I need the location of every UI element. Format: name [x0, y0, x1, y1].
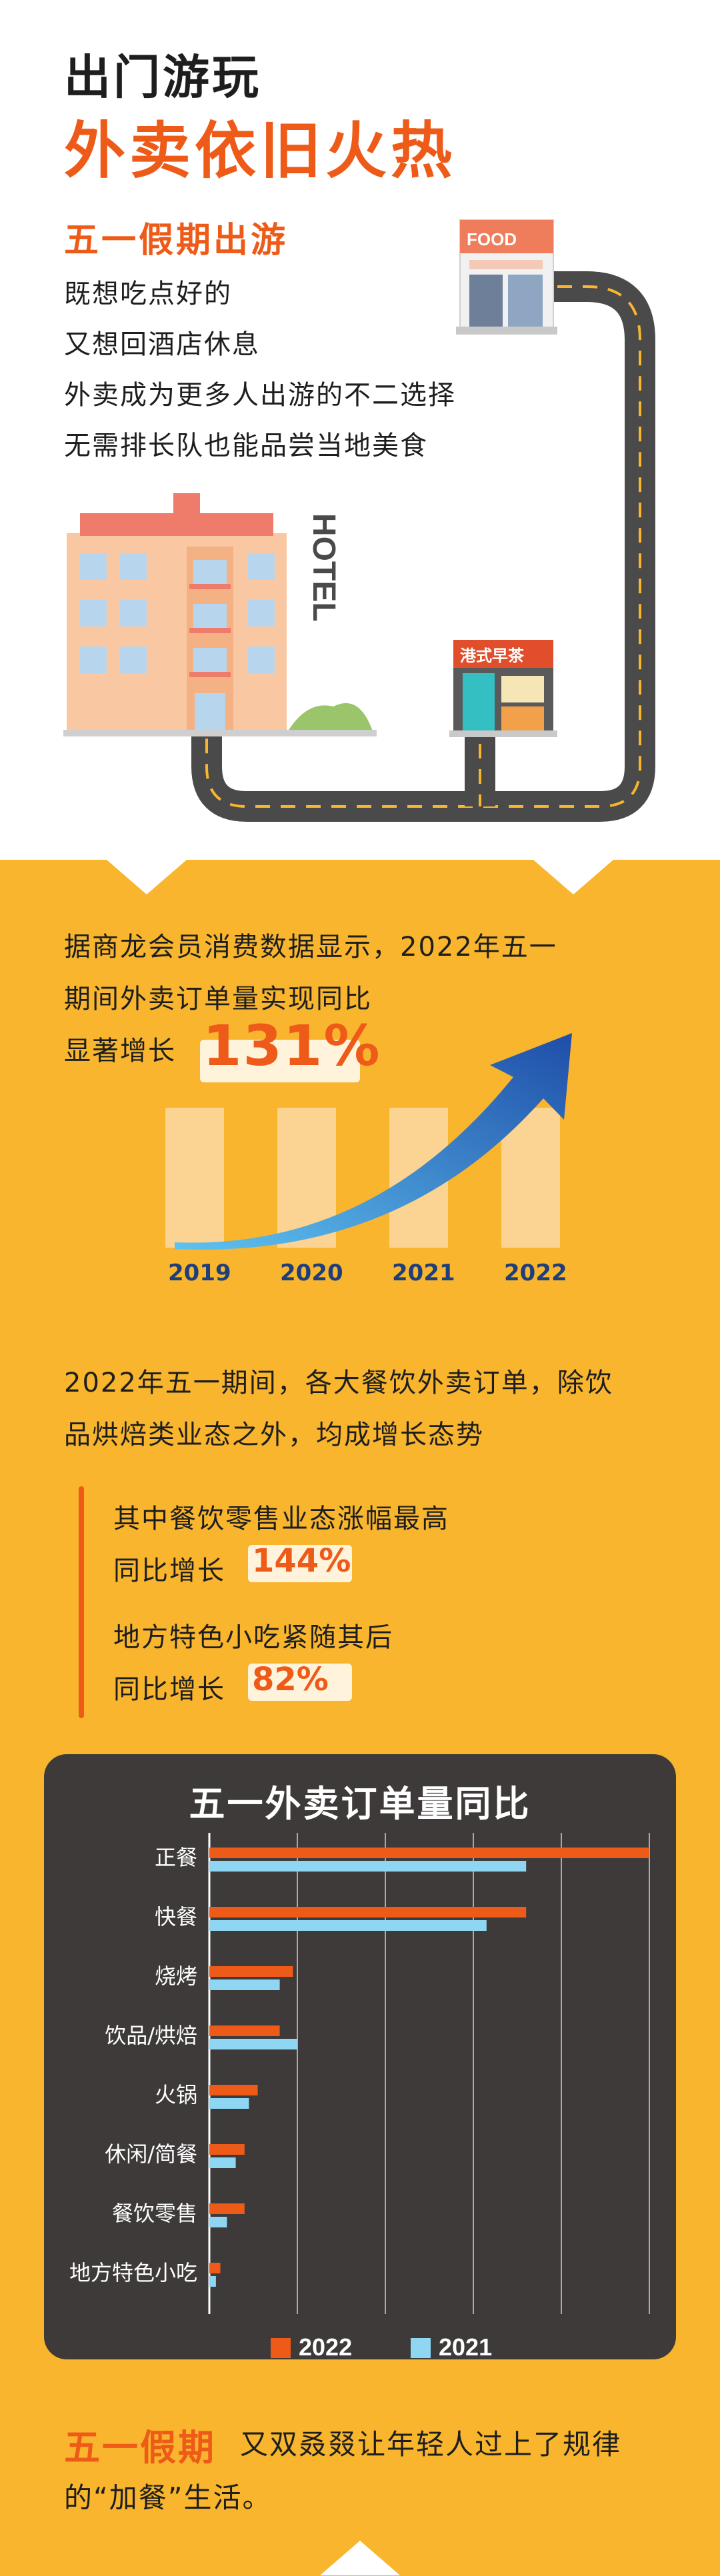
legend-swatch-2022	[271, 2338, 291, 2358]
point1-value: 144%	[252, 1542, 351, 1580]
white-notch-right	[533, 860, 613, 894]
point1-line-1: 其中餐饮零售业态涨幅最高	[113, 1504, 449, 1534]
growth-line-3: 显著增长	[64, 1036, 176, 1066]
intro-section: 出门游玩 外卖依旧火热 五一假期出游 既想吃点好的 又想回酒店休息 外卖成为更多…	[0, 0, 720, 860]
point2-highlight-bg	[248, 1664, 352, 1701]
order-chart-panel: 五一外卖订单量同比 正餐快餐烧烤饮品/烘焙火锅休闲/简餐餐饮零售地方特色小吃 20…	[44, 1754, 676, 2359]
bar-2021	[209, 2217, 227, 2227]
point1-highlight-bg	[248, 1545, 352, 1582]
bar-2021	[209, 2098, 249, 2109]
point2-value: 82%	[252, 1661, 329, 1698]
intro-line-2: 又想回酒店休息	[64, 329, 260, 360]
bar-2021	[209, 1920, 487, 1931]
category-label: 火锅	[155, 2082, 197, 2107]
category-label: 正餐	[155, 1845, 197, 1870]
year-label-2022: 2022	[504, 1260, 567, 1286]
closing-highlight: 五一假期	[64, 2427, 216, 2469]
chart-title: 五一外卖订单量同比	[189, 1783, 531, 1825]
hotel-sign: HOTEL	[306, 513, 341, 622]
intro-line-3: 外卖成为更多人出游的不二选择	[64, 380, 456, 411]
food-sign: FOOD	[467, 229, 517, 249]
closing-line-1: 又双叒叕让年轻人过上了规律	[240, 2428, 622, 2461]
bar-2022	[209, 1907, 527, 1918]
page-title: 出门游玩	[64, 50, 261, 105]
legend-label-2022: 2022	[299, 2333, 352, 2359]
page-headline: 外卖依旧火热	[64, 115, 457, 187]
white-notch-left	[107, 860, 187, 894]
bar-2022	[209, 2025, 280, 2036]
legend-label-2021: 2021	[439, 2333, 492, 2359]
growth-arrow-icon	[175, 1033, 572, 1250]
bar-2022	[209, 2263, 221, 2273]
growth-chart	[165, 1033, 572, 1250]
bar-2021	[209, 2157, 236, 2168]
bar-2022	[209, 2144, 245, 2155]
year-label-2019: 2019	[168, 1260, 231, 1286]
summary-line-2: 品烘焙类业态之外，均成增长态势	[64, 1420, 484, 1450]
bar-2021	[209, 2039, 297, 2049]
bar-2021	[209, 1861, 527, 1872]
year-label-2021: 2021	[392, 1260, 455, 1286]
bar-2021	[209, 1979, 280, 1990]
bar-2021	[209, 2276, 216, 2287]
year-column-2019	[165, 1108, 224, 1248]
category-label: 休闲/简餐	[105, 2141, 197, 2167]
intro-line-4: 无需排长队也能品尝当地美食	[64, 431, 428, 461]
category-label: 烧烤	[155, 1963, 197, 1989]
point2-line-2: 同比增长	[113, 1674, 225, 1705]
food-shop-icon	[456, 219, 557, 335]
point2-line-1: 地方特色小吃紧随其后	[113, 1622, 393, 1653]
intro-line-1: 既想吃点好的	[64, 279, 232, 309]
category-label: 饮品/烘焙	[105, 2023, 197, 2048]
growth-line-1: 据商龙会员消费数据显示，2022年五一	[64, 932, 557, 962]
bar-2022	[209, 2203, 245, 2214]
bottom-notch	[320, 2541, 400, 2575]
category-label: 快餐	[155, 1904, 197, 1930]
point1-line-2: 同比增长	[113, 1556, 225, 1586]
section-subtitle: 五一假期出游	[64, 221, 289, 261]
point-accent-bar	[79, 1486, 84, 1718]
growth-line-2: 期间外卖订单量实现同比	[64, 984, 372, 1014]
teahouse-shop-icon	[449, 640, 557, 737]
growth-highlight-bg	[200, 1040, 360, 1082]
bar-2022	[209, 2085, 258, 2095]
year-label-2020: 2020	[280, 1260, 343, 1286]
hotel-building-icon	[63, 493, 377, 736]
growth-value: 131%	[203, 1013, 381, 1078]
summary-line-1: 2022年五一期间，各大餐饮外卖订单，除饮	[64, 1368, 613, 1398]
bar-2022	[209, 1966, 293, 1977]
bar-2022	[209, 1848, 649, 1858]
closing-line-2: 的“加餐”生活。	[64, 2481, 272, 2514]
category-label: 餐饮零售	[112, 2201, 197, 2226]
teahouse-sign: 港式早茶	[460, 646, 525, 665]
city-illustration: FOOD HOTEL	[63, 219, 655, 822]
category-label: 地方特色小吃	[69, 2260, 197, 2285]
legend-swatch-2021	[411, 2338, 431, 2358]
